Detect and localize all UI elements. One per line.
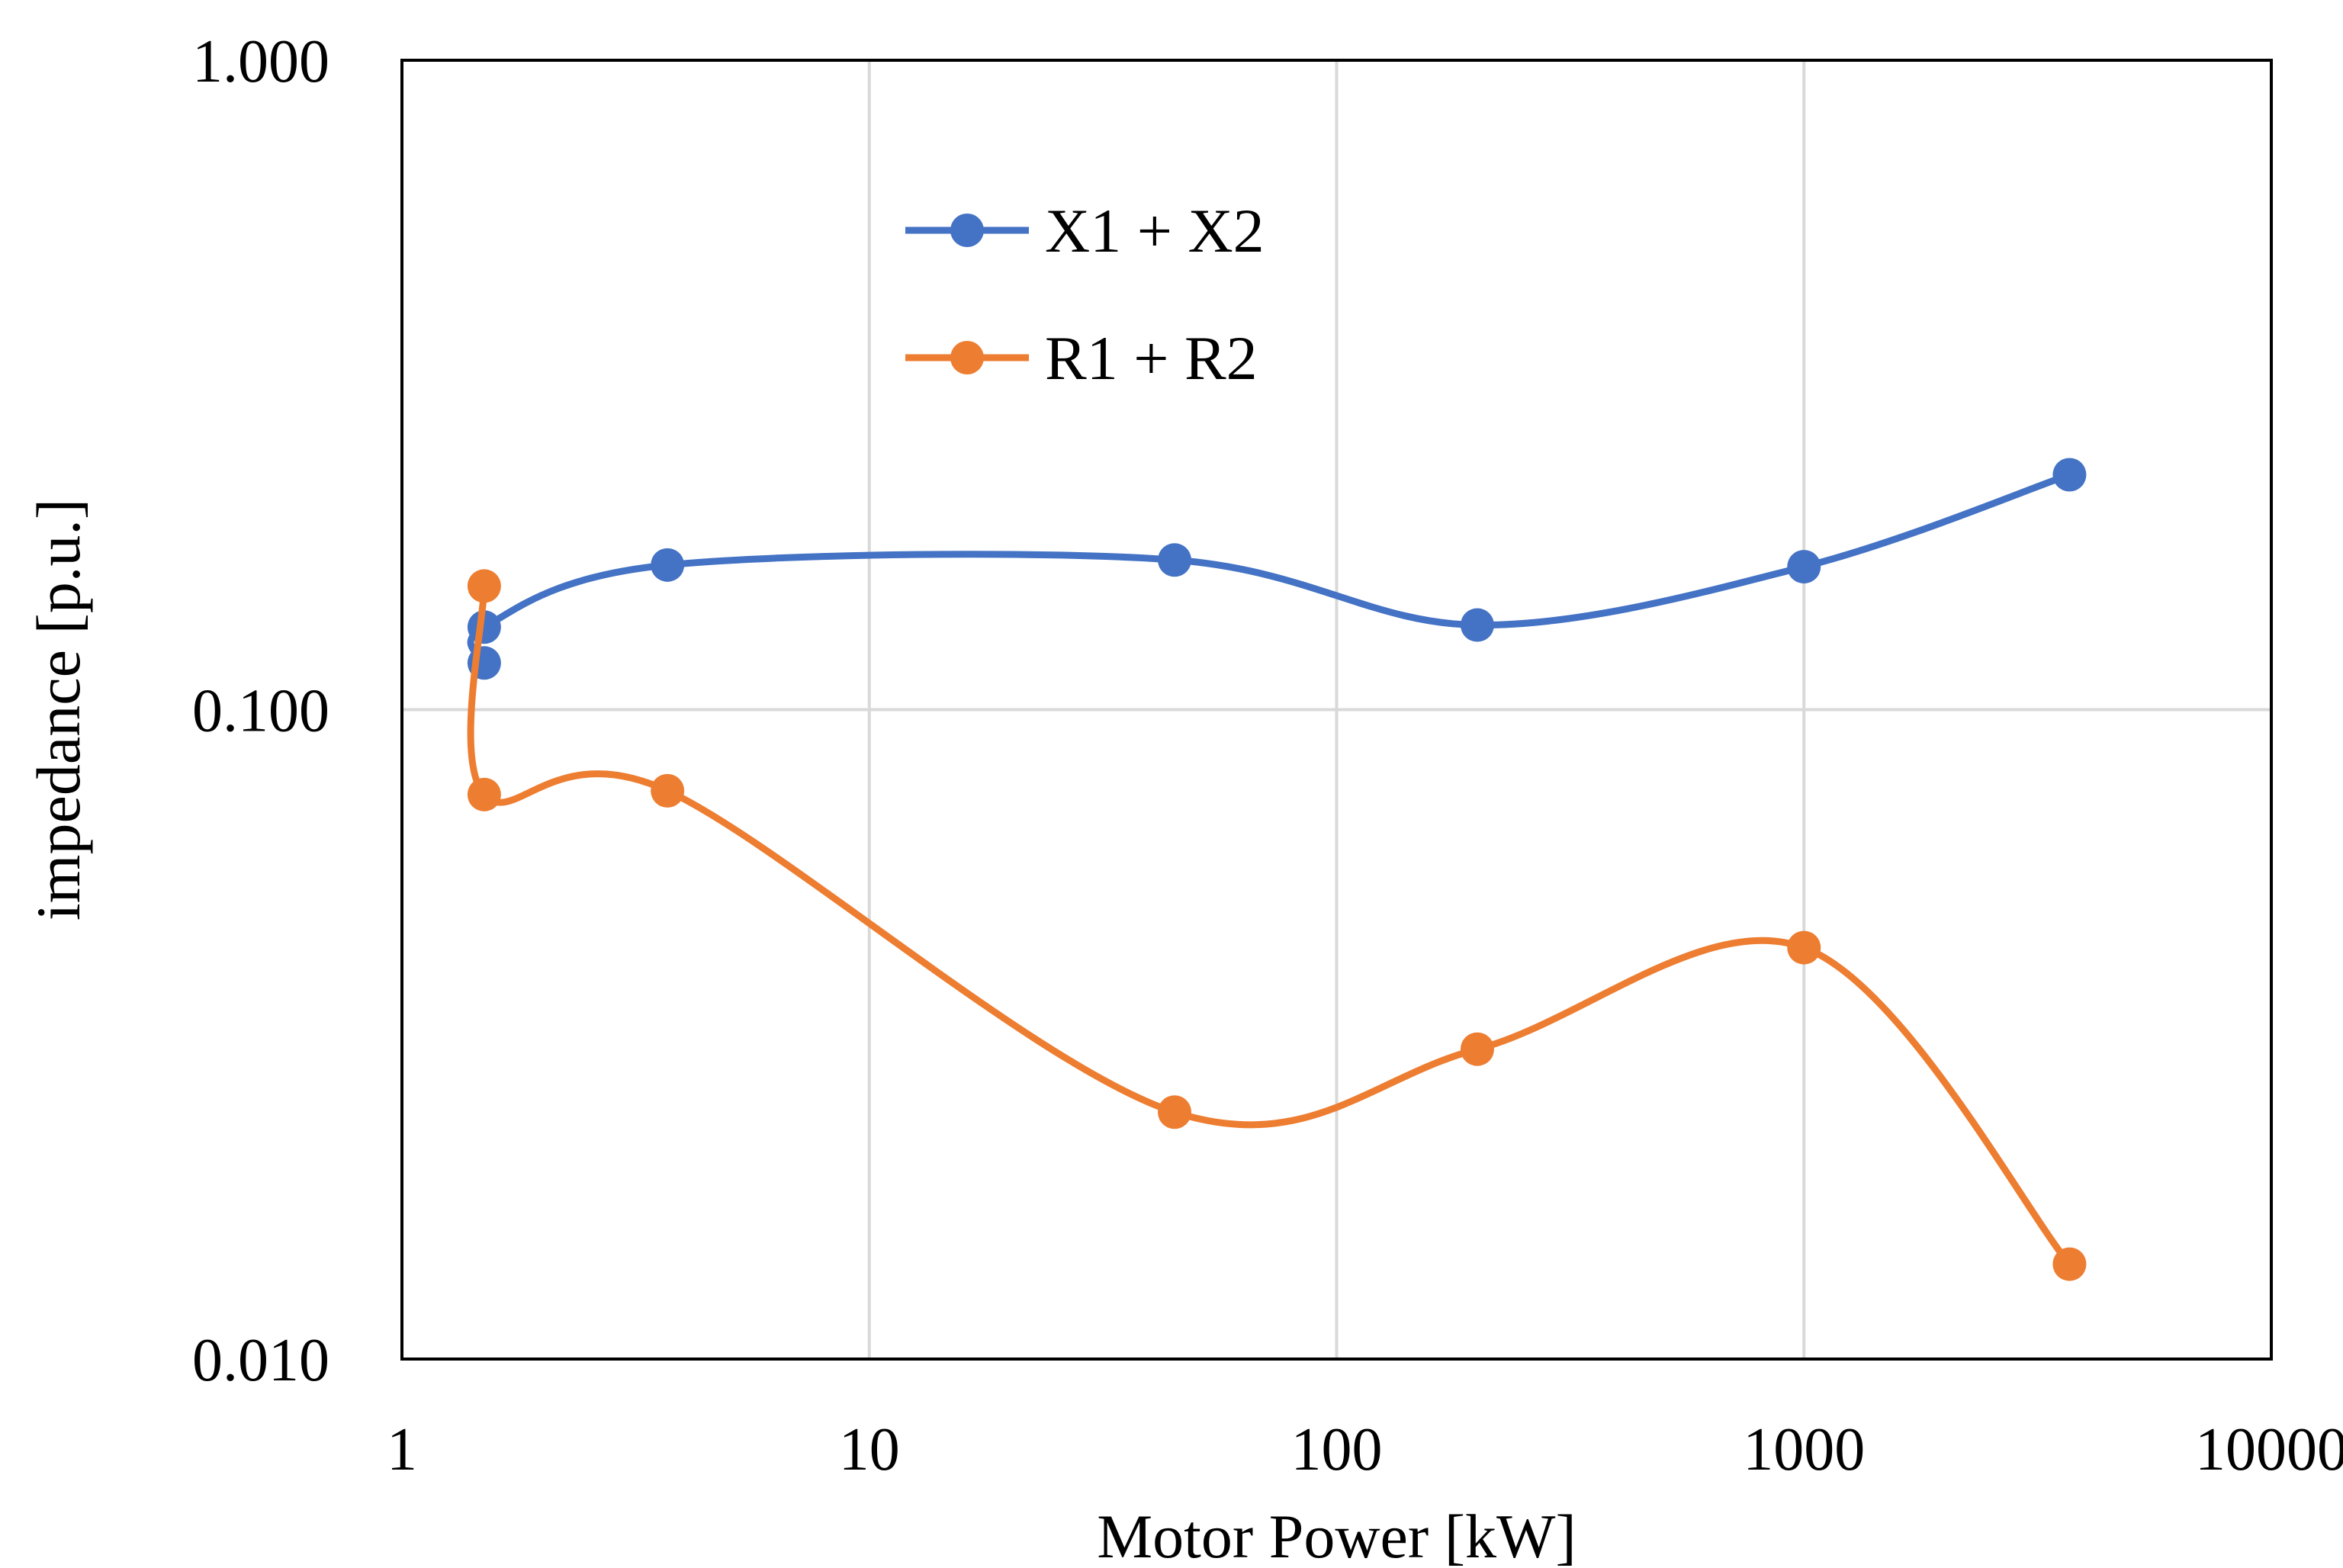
data-point [1158,543,1192,577]
x-tick-label: 1 [387,1416,417,1483]
data-point [467,569,501,603]
y-axis-title: impedance [p.u.] [24,499,93,921]
y-tick-label: 1.000 [192,28,329,95]
y-axis-tick-labels: 0.010 0.100 1.000 [192,28,329,1394]
x-tick-label: 10 [839,1416,900,1483]
data-point [2052,458,2087,492]
data-point [1158,1095,1192,1129]
data-point [1460,608,1494,642]
data-point [1460,1032,1494,1066]
legend-marker [950,341,984,374]
legend-label: X1 + X2 [1045,196,1265,265]
x-tick-label: 100 [1291,1416,1383,1483]
x-tick-label: 10000 [2195,1416,2343,1483]
legend-marker [950,214,984,247]
legend-entry: X1 + X2 [905,196,1265,265]
series-layer [467,458,2087,1281]
data-point [651,548,685,582]
legend-label: R1 + R2 [1045,323,1258,393]
x-axis-title: Motor Power [kW] [1097,1502,1576,1568]
data-point [2052,1247,2087,1281]
x-axis-tick-labels: 1 10 100 1000 10000 [387,1416,2343,1483]
data-point [467,777,501,811]
y-tick-label: 0.100 [192,678,329,745]
gridlines [402,60,2271,1359]
y-tick-label: 0.010 [192,1327,329,1394]
series-2 [467,569,2087,1281]
data-point [651,773,685,808]
data-point [1787,550,1821,584]
legend: X1 + X2 R1 + R2 [905,196,1265,393]
legend-entry: R1 + R2 [905,323,1258,393]
data-point [1787,930,1821,965]
plot-area-frame [400,59,2273,1361]
x-tick-label: 1000 [1743,1416,1865,1483]
series-1 [467,458,2087,680]
